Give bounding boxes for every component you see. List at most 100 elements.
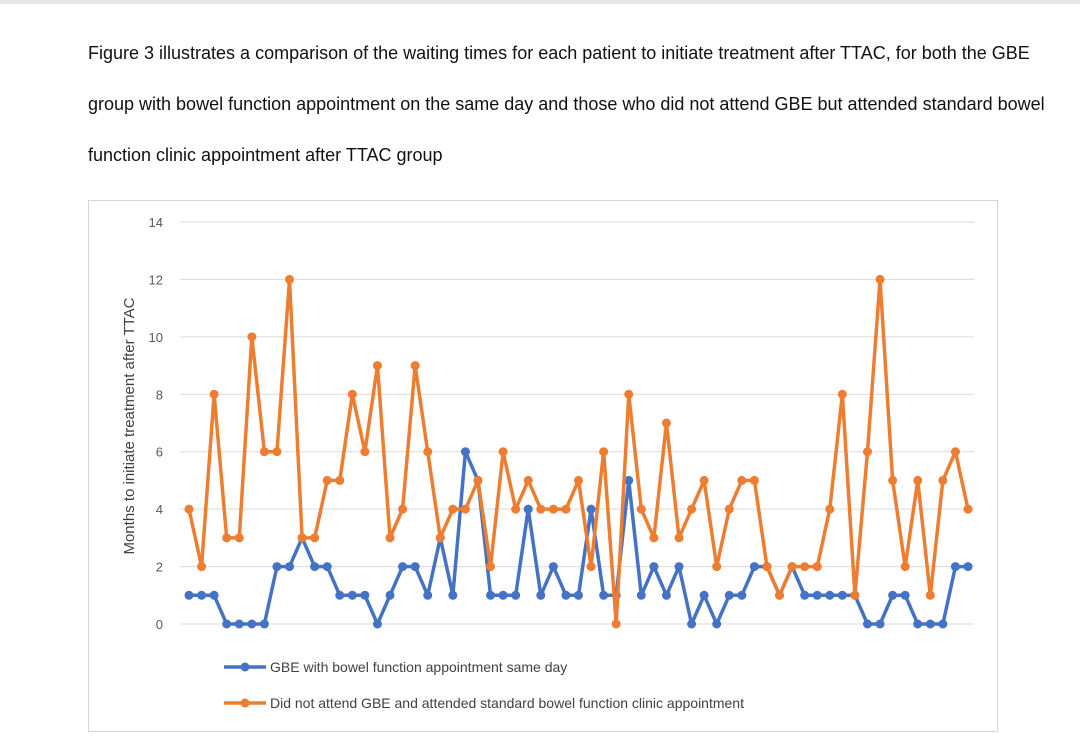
figure-caption: Figure 3 illustrates a comparison of the…: [88, 43, 1045, 165]
data-point-series-2: [888, 475, 898, 485]
data-point-series-2: [498, 447, 508, 457]
y-tick-label: 0: [156, 617, 163, 632]
data-point-series-1: [925, 619, 935, 629]
legend-label: Did not attend GBE and attended standard…: [270, 695, 744, 711]
data-point-series-1: [574, 590, 583, 600]
data-point-series-2: [473, 475, 483, 485]
data-point-series-2: [737, 475, 747, 485]
data-point-series-1: [272, 562, 282, 572]
data-point-series-2: [687, 504, 697, 514]
y-tick-label: 2: [156, 560, 163, 575]
data-point-series-1: [398, 562, 408, 572]
data-point-series-2: [259, 447, 269, 457]
data-point-series-1: [749, 562, 759, 572]
legend-swatch-marker: [240, 662, 250, 672]
data-point-series-1: [586, 504, 596, 514]
data-point-series-1: [687, 619, 697, 629]
data-point-series-2: [410, 361, 420, 371]
data-point-series-1: [938, 619, 948, 629]
data-point-series-2: [775, 590, 785, 600]
data-point-series-2: [586, 562, 596, 572]
data-point-series-1: [360, 590, 370, 600]
y-axis-label: Months to initiate treatment after TTAC: [121, 297, 138, 554]
data-point-series-2: [423, 447, 433, 457]
data-point-series-1: [511, 590, 521, 600]
data-point-series-2: [661, 418, 671, 428]
data-point-series-1: [410, 562, 420, 572]
data-point-series-2: [523, 475, 533, 485]
data-point-series-1: [712, 619, 722, 629]
data-point-series-1: [498, 590, 508, 600]
data-point-series-2: [762, 562, 772, 572]
data-point-series-2: [222, 533, 232, 543]
data-point-series-1: [724, 590, 734, 600]
data-point-series-2: [335, 475, 345, 485]
data-point-series-1: [888, 590, 898, 600]
top-border: [0, 0, 1080, 4]
data-point-series-1: [209, 590, 219, 600]
data-point-series-2: [574, 475, 583, 485]
data-point-series-2: [938, 475, 948, 485]
data-point-series-2: [272, 447, 282, 457]
data-point-series-2: [837, 389, 847, 399]
y-tick-label: 12: [149, 272, 163, 287]
data-point-series-1: [599, 590, 609, 600]
legend-swatch-marker: [240, 698, 250, 708]
data-point-series-2: [611, 619, 621, 629]
data-point-series-1: [548, 562, 558, 572]
y-tick-label: 10: [149, 330, 163, 345]
data-point-series-1: [561, 590, 571, 600]
data-point-series-1: [649, 562, 659, 572]
data-point-series-2: [184, 504, 194, 514]
data-point-series-2: [649, 533, 659, 543]
data-point-series-2: [674, 533, 684, 543]
data-point-series-1: [900, 590, 910, 600]
data-point-series-2: [310, 533, 320, 543]
series-group: [184, 274, 973, 629]
data-point-series-1: [222, 619, 232, 629]
data-point-series-2: [875, 274, 885, 284]
data-point-series-1: [875, 619, 885, 629]
data-point-series-2: [322, 475, 332, 485]
data-point-series-2: [950, 447, 960, 457]
data-point-series-2: [448, 504, 458, 514]
data-point-series-1: [372, 619, 382, 629]
data-point-series-2: [787, 562, 797, 572]
data-point-series-1: [184, 590, 194, 600]
data-point-series-2: [636, 504, 646, 514]
data-point-series-2: [900, 562, 910, 572]
y-tick-label: 4: [156, 502, 163, 517]
data-point-series-2: [850, 590, 860, 600]
data-point-series-2: [963, 504, 973, 514]
data-point-series-1: [674, 562, 684, 572]
data-point-series-1: [963, 562, 973, 572]
legend-label: GBE with bowel function appointment same…: [270, 659, 567, 675]
data-point-series-2: [548, 504, 558, 514]
data-point-series-1: [486, 590, 496, 600]
data-point-series-1: [913, 619, 923, 629]
data-point-series-2: [862, 447, 872, 457]
data-point-series-1: [950, 562, 960, 572]
data-point-series-2: [297, 533, 307, 543]
data-point-series-1: [699, 590, 709, 600]
data-point-series-2: [712, 562, 722, 572]
y-axis-ticks: 0 2 4 6 8 10 12 14: [149, 215, 163, 632]
data-point-series-1: [812, 590, 822, 600]
data-point-series-2: [812, 562, 822, 572]
y-tick-label: 6: [156, 445, 163, 460]
data-point-series-2: [925, 590, 935, 600]
data-point-series-2: [360, 447, 370, 457]
data-point-series-2: [385, 533, 395, 543]
data-point-series-1: [423, 590, 433, 600]
gridlines: [180, 221, 974, 625]
data-point-series-2: [724, 504, 734, 514]
data-point-series-2: [800, 562, 810, 572]
data-point-series-1: [385, 590, 395, 600]
data-point-series-1: [661, 590, 671, 600]
data-point-series-1: [322, 562, 332, 572]
data-point-series-2: [285, 274, 295, 284]
data-point-series-1: [536, 590, 546, 600]
data-point-series-1: [247, 619, 257, 629]
data-point-series-2: [460, 504, 470, 514]
data-point-series-1: [636, 590, 646, 600]
